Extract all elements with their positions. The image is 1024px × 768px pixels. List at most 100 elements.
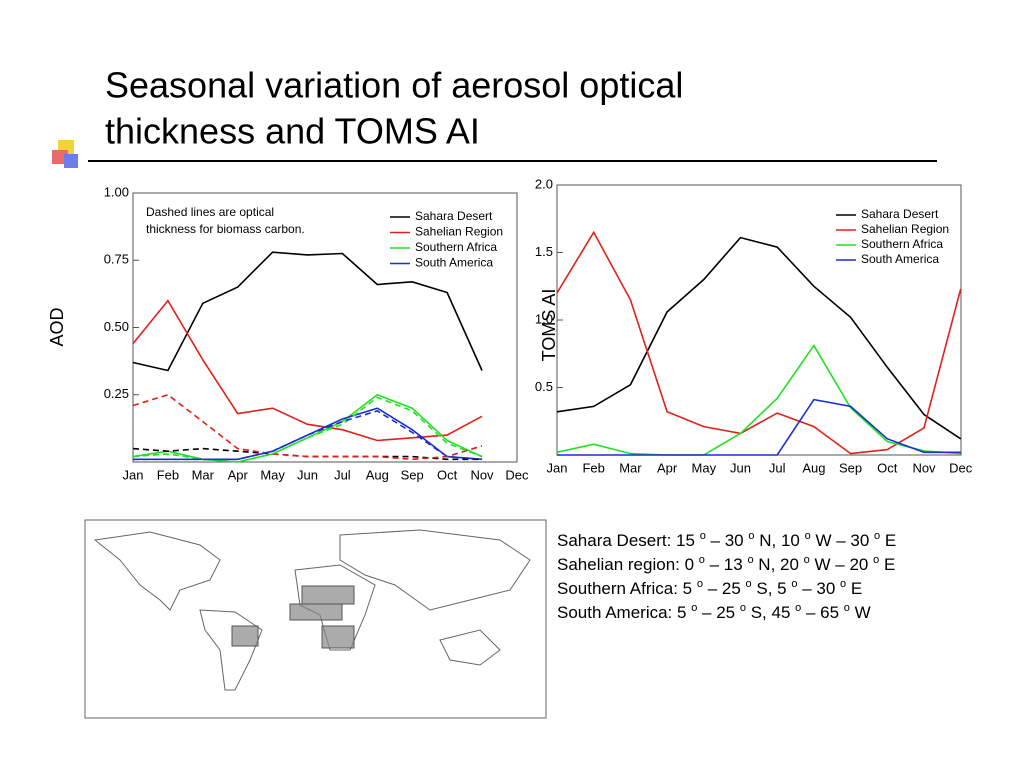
region-text-part: – 13 (705, 555, 748, 574)
region-text: Sahelian region: 0 o – 13 o N, 20 o W – … (557, 554, 895, 575)
degree-sign: o (700, 530, 706, 542)
x-tick-label: Mar (192, 467, 215, 482)
region-text-part: W – 20 (810, 555, 873, 574)
x-tick-label: Jul (769, 460, 786, 475)
series-line (132, 299, 483, 442)
legend-label: South America (861, 252, 939, 266)
legend-label: Southern Africa (415, 240, 497, 254)
x-tick-label: Oct (437, 467, 458, 482)
series-line (556, 236, 962, 440)
slide-title: thickness and TOMS AI (105, 111, 480, 152)
region-text-part: – 25 (703, 579, 746, 598)
region-text-part: – 30 (797, 579, 840, 598)
y-tick-label: 2.0 (535, 176, 553, 191)
degree-sign: o (795, 602, 801, 614)
bullet-icon (52, 140, 78, 168)
legend-label: Sahelian Region (415, 225, 503, 239)
region-text-part: – 25 (697, 603, 740, 622)
legend-label: Sahelian Region (861, 222, 949, 236)
degree-sign: o (874, 530, 880, 542)
degree-sign: o (844, 602, 850, 614)
x-tick-label: Jul (334, 467, 351, 482)
series-line (556, 344, 961, 456)
legend-label: Sahara Desert (415, 209, 493, 223)
region-text-part: Sahara Desert: 15 (557, 531, 700, 550)
degree-sign: o (697, 578, 703, 590)
y-axis-label: AOD (47, 307, 67, 346)
x-tick-label: Dec (505, 467, 529, 482)
region-text-part: S, 5 (752, 579, 792, 598)
y-tick-label: 0.75 (104, 252, 129, 267)
x-tick-label: Oct (877, 460, 898, 475)
series-line (132, 447, 482, 461)
region-text-part: Sahelian region: 0 (557, 555, 699, 574)
series-line (132, 393, 483, 461)
region-text-part: W – 30 (811, 531, 874, 550)
y-tick-label: 0.50 (104, 319, 129, 334)
x-tick-label: Aug (802, 460, 825, 475)
x-tick-label: Dec (949, 460, 973, 475)
series-line (557, 398, 961, 456)
y-axis-label: TOMS AI (539, 289, 559, 362)
x-tick-label: Mar (619, 460, 642, 475)
region-text-part: South America: 5 (557, 603, 691, 622)
legend-label: Sahara Desert (861, 207, 939, 221)
annotation: thickness for biomass carbon. (146, 222, 305, 236)
series-line (133, 407, 483, 461)
series-line (132, 396, 483, 463)
slide-title: Seasonal variation of aerosol optical (105, 65, 683, 106)
x-tick-label: Feb (157, 467, 179, 482)
x-tick-label: Nov (470, 467, 494, 482)
region-text-part: W (850, 603, 871, 622)
y-tick-label: 1.0 (535, 311, 553, 326)
region-text-part: E (879, 555, 895, 574)
degree-sign: o (804, 554, 810, 566)
series-line (556, 230, 962, 455)
x-tick-label: Jun (730, 460, 751, 475)
region-text-part: Southern Africa: 5 (557, 579, 697, 598)
degree-sign: o (791, 578, 797, 590)
series-line (132, 393, 483, 463)
degree-sign: o (699, 554, 705, 566)
x-tick-label: Sep (839, 460, 862, 475)
x-tick-label: Aug (366, 467, 389, 482)
region-text-part: E (846, 579, 862, 598)
x-tick-label: Feb (582, 460, 604, 475)
legend-label: South America (415, 256, 493, 270)
x-tick-label: May (692, 460, 717, 475)
x-tick-label: Nov (912, 460, 936, 475)
x-tick-label: May (260, 467, 285, 482)
x-tick-label: Apr (657, 460, 678, 475)
region-text-part: S, 45 (746, 603, 795, 622)
degree-sign: o (840, 578, 846, 590)
region-text-part: – 30 (706, 531, 749, 550)
x-tick-label: Apr (228, 467, 249, 482)
degree-sign: o (691, 602, 697, 614)
series-line (132, 251, 483, 372)
region-text: South America: 5 o – 25 o S, 45 o – 65 o… (557, 602, 871, 623)
annotation: Dashed lines are optical (146, 205, 274, 219)
region-text-part: E (880, 531, 896, 550)
x-tick-label: Sep (401, 467, 424, 482)
region-text: Sahara Desert: 15 o – 30 o N, 10 o W – 3… (557, 530, 896, 551)
region-text-part: N, 10 (755, 531, 805, 550)
x-tick-label: Jan (123, 467, 144, 482)
region-text: Southern Africa: 5 o – 25 o S, 5 o – 30 … (557, 578, 862, 599)
legend-label: Southern Africa (861, 237, 943, 251)
x-tick-label: Jan (547, 460, 568, 475)
region-text-part: – 65 (801, 603, 844, 622)
map (84, 519, 547, 719)
y-tick-label: 0.5 (535, 379, 553, 394)
degree-sign: o (747, 554, 753, 566)
degree-sign: o (805, 530, 811, 542)
degree-sign: o (873, 554, 879, 566)
y-tick-label: 1.5 (535, 244, 553, 259)
degree-sign: o (740, 602, 746, 614)
degree-sign: o (748, 530, 754, 542)
degree-sign: o (746, 578, 752, 590)
region-text-part: N, 20 (754, 555, 804, 574)
y-tick-label: 0.25 (104, 386, 129, 401)
x-tick-label: Jun (297, 467, 318, 482)
y-tick-label: 1.00 (104, 184, 129, 199)
